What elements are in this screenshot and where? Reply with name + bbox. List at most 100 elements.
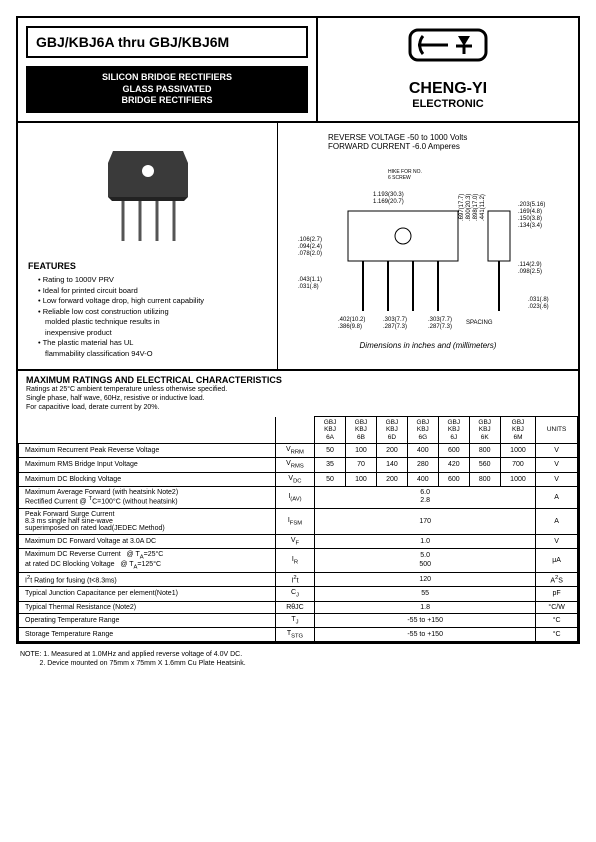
table-row: I2t Rating for fusing (t<8.3ms)I2t120A2S xyxy=(19,572,578,586)
features-heading: FEATURES xyxy=(28,261,267,271)
dim-aa: .023(.6) xyxy=(528,304,549,310)
row-symbol: TJ xyxy=(275,613,314,627)
dim-y: .898(17.0) xyxy=(473,194,479,221)
row-value-merged: -55 to +150 xyxy=(315,613,536,627)
brand-logo-icon xyxy=(408,26,488,66)
row-value: 400 xyxy=(407,472,438,486)
feature-item: Ideal for printed circuit board xyxy=(38,286,267,297)
part-title: GBJ/KBJ6A thru GBJ/KBJ6M xyxy=(36,34,298,50)
row-value: 100 xyxy=(346,443,377,457)
row-symbol: I2t xyxy=(275,572,314,586)
ratings-subtitle: Ratings at 25°C ambient temperature unle… xyxy=(18,385,578,416)
drawing-panel: REVERSE VOLTAGE -50 to 1000 Volts FORWAR… xyxy=(278,123,578,369)
table-row: Typical Thermal Resistance (Note2)RθJC1.… xyxy=(19,601,578,613)
row-value: 50 xyxy=(315,443,346,457)
dim-a: .203(5.16) xyxy=(518,202,545,208)
row-symbol: VDC xyxy=(275,472,314,486)
row-value-merged: 5.0500 xyxy=(315,549,536,573)
dim-g: .697(17.7) xyxy=(459,194,465,221)
ratings-header-row: GBJKBJ6AGBJKBJ6BGBJKBJ6DGBJKBJ6GGBJKBJ6J… xyxy=(19,417,578,443)
row-value-merged: 1.8 xyxy=(315,601,536,613)
ratings-sub1: Ratings at 25°C ambient temperature unle… xyxy=(26,386,227,393)
row-label: Maximum DC Blocking Voltage xyxy=(19,472,276,486)
row-value: 140 xyxy=(376,458,407,472)
dim-s: .402(10.2) xyxy=(338,317,365,323)
row-value-merged: 120 xyxy=(315,572,536,586)
header-left: GBJ/KBJ6A thru GBJ/KBJ6M SILICON BRIDGE … xyxy=(18,18,318,121)
dim-u2: .287(7.3) xyxy=(428,324,452,330)
hike-label2: 6 SCREW xyxy=(388,175,411,181)
row-value: 70 xyxy=(346,458,377,472)
header-right: CHENG-YI ELECTRONIC xyxy=(318,18,578,121)
row-value: 700 xyxy=(500,458,536,472)
row-unit: °C xyxy=(536,628,578,642)
brand-sub: ELECTRONIC xyxy=(326,98,570,110)
feature-item: flammability classification 94V-O xyxy=(38,349,267,360)
row-unit: V xyxy=(536,443,578,457)
dim-h: .441(11.2) xyxy=(480,194,486,221)
row-label: Typical Junction Capacitance per element… xyxy=(19,587,276,601)
row-label: Typical Thermal Resistance (Note2) xyxy=(19,601,276,613)
row-symbol: CJ xyxy=(275,587,314,601)
row-value: 800 xyxy=(469,472,500,486)
row-value: 1000 xyxy=(500,472,536,486)
dim-o: .078(2.0) xyxy=(298,251,322,257)
row-label: Storage Temperature Range xyxy=(19,628,276,642)
col-header: GBJKBJ6A xyxy=(315,417,346,443)
row-value: 1000 xyxy=(500,443,536,457)
row-symbol: TSTG xyxy=(275,628,314,642)
row-label: I2t Rating for fusing (t<8.3ms) xyxy=(19,572,276,586)
rv-text: REVERSE VOLTAGE -50 to 1000 Volts FORWAR… xyxy=(288,133,568,151)
row-value-merged: 1.0 xyxy=(315,534,536,548)
row-unit: °C/W xyxy=(536,601,578,613)
row-value: 600 xyxy=(438,472,469,486)
feature-item: Reliable low cost construction utilizing xyxy=(38,307,267,318)
features-block: FEATURES Rating to 1000V PRVIdeal for pr… xyxy=(28,261,267,359)
row-value: 100 xyxy=(346,472,377,486)
dim-caption: Dimensions in inches and (millimeters) xyxy=(288,341,568,350)
row-unit: μA xyxy=(536,549,578,573)
package-drawing-icon: 1.193(30.3) 1.169(20.7) .203(5.16) .169(… xyxy=(288,161,568,331)
row-unit: A xyxy=(536,508,578,534)
dim-m: .106(2.7) xyxy=(298,237,322,243)
row-value: 200 xyxy=(376,472,407,486)
row-value-merged: -55 to +150 xyxy=(315,628,536,642)
row-symbol: VRRM xyxy=(275,443,314,457)
row-symbol: RθJC xyxy=(275,601,314,613)
col-header: GBJKBJ6J xyxy=(438,417,469,443)
row-symbol: IFSM xyxy=(275,508,314,534)
table-row: Peak Forward Surge Current8.3 ms single … xyxy=(19,508,578,534)
row-value: 280 xyxy=(407,458,438,472)
blank-header2 xyxy=(275,417,314,443)
row-symbol: IR xyxy=(275,549,314,573)
col-header: GBJKBJ6B xyxy=(346,417,377,443)
dim-q: .031(.8) xyxy=(298,284,319,290)
dim-u: .287(7.3) xyxy=(383,324,407,330)
title-box: GBJ/KBJ6A thru GBJ/KBJ6M xyxy=(26,26,308,58)
feature-item: The plastic material has UL xyxy=(38,338,267,349)
note2: 2. Device mounted on 75mm x 75mm X 1.6mm… xyxy=(39,660,245,667)
feature-item: molded plastic technique results in xyxy=(38,317,267,328)
row-label: Maximum Average Forward (with heatsink N… xyxy=(19,486,276,508)
table-row: Maximum Recurrent Peak Reverse VoltageVR… xyxy=(19,443,578,457)
feature-item: Rating to 1000V PRV xyxy=(38,275,267,286)
dim-j: .114(2.9) xyxy=(518,262,542,268)
dim-t: .303(7.7) xyxy=(383,317,407,323)
dim-d: .134(3.4) xyxy=(518,223,542,229)
row-value-merged: 6.02.8 xyxy=(315,486,536,508)
col-header: GBJKBJ6D xyxy=(376,417,407,443)
dim-r: .386(9.8) xyxy=(338,324,362,330)
dim-i: .800(20.3) xyxy=(466,194,472,221)
row-symbol: I(AV) xyxy=(275,486,314,508)
dim-k: .098(2.5) xyxy=(518,269,542,275)
row-value: 420 xyxy=(438,458,469,472)
component-icon xyxy=(88,143,208,243)
row-label: Maximum DC Forward Voltage at 3.0A DC xyxy=(19,534,276,548)
features-panel: FEATURES Rating to 1000V PRVIdeal for pr… xyxy=(18,123,278,369)
subtitle-line1: SILICON BRIDGE RECTIFIERS xyxy=(102,72,232,82)
row-value: 800 xyxy=(469,443,500,457)
spacing-label: SPACING xyxy=(466,320,493,326)
row-symbol: VRMS xyxy=(275,458,314,472)
row-unit: V xyxy=(536,472,578,486)
row-unit: °C xyxy=(536,613,578,627)
